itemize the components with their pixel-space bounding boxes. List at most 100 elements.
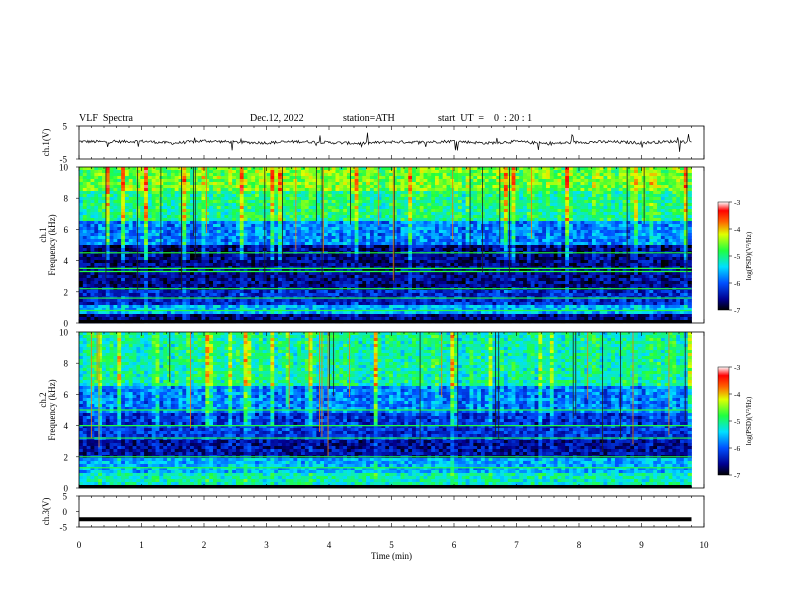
- spectrogram-cell: [561, 182, 566, 186]
- spectrogram-cell: [419, 239, 424, 243]
- spectrogram-cell: [454, 194, 459, 198]
- spectrogram-cell: [438, 188, 444, 192]
- spectrogram-cell: [297, 203, 302, 207]
- spectrogram-cell: [645, 206, 650, 210]
- spectrogram-cell: [561, 179, 566, 183]
- spectrogram-cell: [79, 218, 84, 222]
- spectrogram-cell: [324, 179, 329, 183]
- spectrogram-cell: [366, 233, 371, 237]
- spectrogram-cell: [649, 215, 654, 219]
- spectrogram-cell: [128, 197, 133, 201]
- spectrogram-cell: [281, 236, 287, 240]
- spectrogram-cell: [105, 191, 111, 195]
- spectrogram-cell: [618, 227, 623, 231]
- spectrogram-cell: [358, 221, 363, 225]
- spectrogram-cell: [369, 239, 375, 243]
- spectrogram-cell: [98, 254, 103, 258]
- spectrogram-cell: [136, 200, 141, 204]
- spectrogram-cell: [668, 194, 673, 198]
- spectrogram-cell: [637, 167, 643, 171]
- spectrogram-cell: [672, 176, 677, 180]
- spectrogram-cell: [526, 215, 532, 219]
- spectrogram-cell: [630, 245, 635, 249]
- spectrogram-cell: [220, 188, 225, 192]
- spectrogram-cell: [435, 242, 440, 246]
- spectrogram-cell: [381, 170, 386, 174]
- spectrogram-cell: [304, 173, 310, 177]
- spectrogram-cell: [469, 203, 474, 207]
- spectrogram-cell: [155, 215, 160, 219]
- spectrogram-cell: [591, 179, 597, 183]
- spectrogram-cell: [82, 179, 88, 183]
- spectrogram-cell: [591, 224, 597, 228]
- spectrogram-cell: [400, 215, 405, 219]
- spectrogram-cell: [515, 254, 520, 258]
- spectrogram-cell: [649, 194, 654, 198]
- spectrogram-cell: [82, 233, 88, 237]
- spectrogram-cell: [580, 209, 585, 213]
- spectrogram-cell: [167, 173, 172, 177]
- y-axis-label: ch.1(V): [41, 129, 51, 157]
- spectrogram-cell: [312, 224, 317, 228]
- spectrogram-cell: [584, 248, 589, 252]
- spectrogram-cell: [366, 236, 371, 240]
- spectrogram-cell: [595, 188, 601, 192]
- spectrogram-cell: [232, 239, 237, 243]
- spectrogram-cell: [385, 209, 390, 213]
- spectrogram-cell: [228, 173, 233, 177]
- spectrogram-cell: [496, 206, 501, 210]
- spectrogram-cell: [274, 170, 279, 174]
- spectrogram-cell: [496, 170, 501, 174]
- spectrogram-cell: [278, 188, 283, 192]
- spectrogram-cell: [197, 245, 202, 249]
- spectrogram-cell: [396, 197, 401, 201]
- spectrogram-cell: [542, 215, 547, 219]
- spectrogram-cell: [255, 182, 260, 186]
- spectrogram-cell: [546, 233, 551, 237]
- spectrogram-cell: [385, 206, 390, 210]
- spectrogram-cell: [412, 167, 417, 171]
- spectrogram-cell: [477, 227, 482, 231]
- spectrogram-cell: [572, 212, 578, 216]
- spectrogram-cell: [584, 182, 589, 186]
- spectrogram-cell: [622, 248, 627, 252]
- spectrogram-cell: [174, 188, 179, 192]
- spectrogram-cell: [645, 254, 650, 258]
- spectrogram-cell: [465, 179, 470, 183]
- spectrogram-cell: [243, 257, 248, 261]
- spectrogram-cell: [212, 185, 218, 189]
- spectrogram-cell: [415, 236, 421, 240]
- spectrogram-cell: [220, 197, 225, 201]
- spectrogram-cell: [511, 203, 516, 207]
- spectrogram-cell: [258, 173, 264, 177]
- spectrogram-cell: [186, 206, 191, 210]
- spectrogram-cell: [676, 167, 681, 171]
- spectrogram-cell: [419, 206, 424, 210]
- spectrogram-cell: [128, 182, 133, 186]
- spectrogram-cell: [431, 227, 436, 231]
- spectrogram-cell: [584, 239, 589, 243]
- spectrogram-cell: [346, 254, 352, 258]
- spectrogram-cell: [530, 224, 535, 228]
- spectrogram-cell: [419, 242, 424, 246]
- spectrogram-cell: [285, 191, 290, 195]
- spectrogram-cell: [653, 206, 658, 210]
- spectrogram-cell: [603, 236, 608, 240]
- spectrogram-cell: [124, 179, 130, 183]
- spectrogram-cell: [637, 197, 643, 201]
- spectrogram-cell: [668, 170, 673, 174]
- spectrogram-cell: [90, 191, 95, 195]
- spectrogram-cell: [580, 191, 585, 195]
- spectrogram-cell: [634, 221, 639, 225]
- spectrogram-cell: [358, 242, 363, 246]
- spectrogram-cell: [626, 194, 631, 198]
- spectrogram-cell: [423, 242, 428, 246]
- spectrogram-cell: [438, 170, 444, 174]
- spectrogram-cell: [167, 233, 172, 237]
- spectrogram-cell: [546, 227, 551, 231]
- spectrogram-cell: [193, 206, 199, 210]
- spectrogram-cell: [362, 182, 367, 186]
- spectrogram-cell: [247, 197, 252, 201]
- spectrogram-cell: [327, 245, 333, 249]
- spectrogram-cell: [216, 173, 222, 177]
